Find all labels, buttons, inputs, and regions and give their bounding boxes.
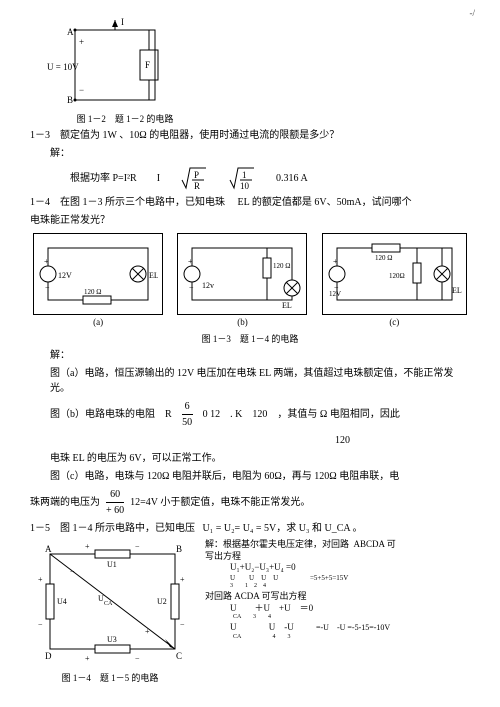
svg-text:120 Ω: 120 Ω	[273, 262, 290, 270]
svg-text:−: −	[135, 654, 140, 663]
fig-1-2-caption: 图 1－2 题 1－2 的电路	[65, 112, 185, 125]
sqrt-2: 1 10	[228, 164, 256, 192]
sqrt-1: P R	[180, 164, 208, 192]
circuit-1-2-svg: I A B + − U = 10V F	[45, 15, 165, 110]
minus-label: −	[79, 85, 84, 95]
svg-text:−: −	[180, 620, 185, 629]
header-mark: -/	[470, 8, 476, 18]
figure-1-4: A B C D + − U1 + − U2 + − U3	[30, 539, 195, 686]
svg-text:U3: U3	[107, 635, 117, 644]
svg-text:R: R	[194, 181, 200, 191]
svg-text:+: +	[145, 627, 150, 636]
svg-text:CA: CA	[104, 601, 113, 607]
sec13-sol: 解：	[50, 146, 470, 161]
svg-text:−: −	[135, 542, 140, 551]
circuit-c: + − 12V 120 Ω 120Ω EL (c)	[322, 233, 467, 327]
sec14-sol: 解：	[50, 348, 470, 363]
svg-text:−: −	[38, 620, 43, 629]
svg-text:120Ω: 120Ω	[389, 272, 405, 280]
sec14-line4b: 珠两端的电压为 60 + 60 12=4V 小于额定值，电珠不能正常发光。	[30, 487, 470, 518]
svg-text:−: −	[189, 283, 194, 292]
svg-text:120 Ω: 120 Ω	[375, 254, 392, 262]
svg-text:A: A	[45, 544, 52, 554]
svg-text:12V: 12V	[329, 290, 341, 298]
I-symbol: I	[157, 171, 160, 186]
svg-text:EL: EL	[149, 271, 158, 280]
svg-text:C: C	[176, 651, 182, 661]
fig-1-3-caption: 图 1－3 题 1－4 的电路	[30, 332, 470, 345]
svg-text:+: +	[180, 575, 185, 584]
svg-text:+: +	[38, 575, 43, 584]
fig-1-4-caption: 图 1－4 题 1－5 的电路	[30, 671, 190, 684]
svg-text:D: D	[45, 651, 52, 661]
label-b: (b)	[177, 317, 307, 327]
svg-text:+: +	[188, 257, 193, 266]
sec14-title: 1－4 在图 1－3 所示三个电路中，已知电珠 EL 的额定值都是 6V、50m…	[30, 195, 470, 210]
sec14-line3: 电珠 EL 的电压为 6V，可以正常工作。	[50, 451, 470, 466]
svg-text:EL: EL	[452, 286, 462, 295]
sec15-solution: 解：根据基尔霍夫电压定律，对回路 ABCDA 可 写出方程 U₁+U₂−U₃+U…	[205, 539, 470, 686]
sec15-row: A B C D + − U1 + − U2 + − U3	[30, 539, 470, 686]
svg-text:EL: EL	[282, 301, 292, 310]
label-a: (a)	[33, 317, 163, 327]
svg-text:P: P	[194, 170, 199, 180]
svg-text:U4: U4	[57, 597, 67, 606]
sec15-title: 1－5 图 1－4 所示电路中，已知电压 U₁ = U₂= U₄ = 5V，求 …	[30, 521, 470, 536]
label-c: (c)	[322, 317, 467, 327]
svg-text:−: −	[70, 567, 75, 576]
F-label: F	[145, 60, 150, 70]
sec14-line2-end: 120	[30, 433, 470, 448]
svg-text:+: +	[44, 257, 49, 266]
svg-text:+: +	[85, 654, 90, 663]
svg-text:−: −	[45, 283, 50, 292]
svg-text:+: +	[85, 542, 90, 551]
B-label: B	[67, 95, 73, 105]
svg-text:U2: U2	[157, 597, 167, 606]
U-label: U = 10V	[47, 62, 79, 72]
circuit-b: + − 12v 120 Ω EL (b)	[177, 233, 307, 327]
figure-1-2: I A B + − U = 10V F 图 1－2 题 1－2 的电路	[45, 15, 470, 125]
sec14-line2: 图（b）电路电珠的电阻 R 6 50 0 12 . K 120 ，其值与 Ω 电…	[50, 399, 470, 430]
svg-text:B: B	[176, 544, 182, 554]
sec13-title: 1－3 额定值为 1W 、10Ω 的电阻器，使用时通过电流的限额是多少？	[30, 128, 470, 143]
svg-text:120 Ω: 120 Ω	[84, 288, 101, 296]
svg-text:+: +	[333, 257, 338, 266]
I-label: I	[121, 17, 124, 27]
svg-text:1: 1	[242, 170, 247, 180]
result-value: 0.316 A	[276, 171, 308, 186]
circuit-a: + − 12V 120 Ω EL (a)	[33, 233, 163, 327]
sec14-line1: 图（a）电路，恒压源输出的 12V 电压加在电珠 EL 两端，其值超过电珠额定值…	[50, 366, 470, 396]
sec13-formula-row: 根据功率 P=I²R I P R 1 10 0.316 A	[70, 164, 470, 192]
circuit-row: + − 12V 120 Ω EL (a) +	[30, 233, 470, 327]
svg-text:12V: 12V	[58, 271, 72, 280]
svg-text:12v: 12v	[202, 281, 214, 290]
svg-text:10: 10	[240, 181, 250, 191]
sec14-title-c: 电珠能正常发光？	[30, 213, 470, 228]
sec14-line4a: 图（c）电路，电珠与 120Ω 电阻并联后，电阻为 60Ω，再与 120Ω 电阻…	[50, 469, 470, 484]
A-label: A	[67, 27, 74, 37]
plus-label: +	[79, 37, 84, 47]
svg-text:U1: U1	[107, 560, 117, 569]
formula-text: 根据功率 P=I²R	[70, 171, 137, 186]
